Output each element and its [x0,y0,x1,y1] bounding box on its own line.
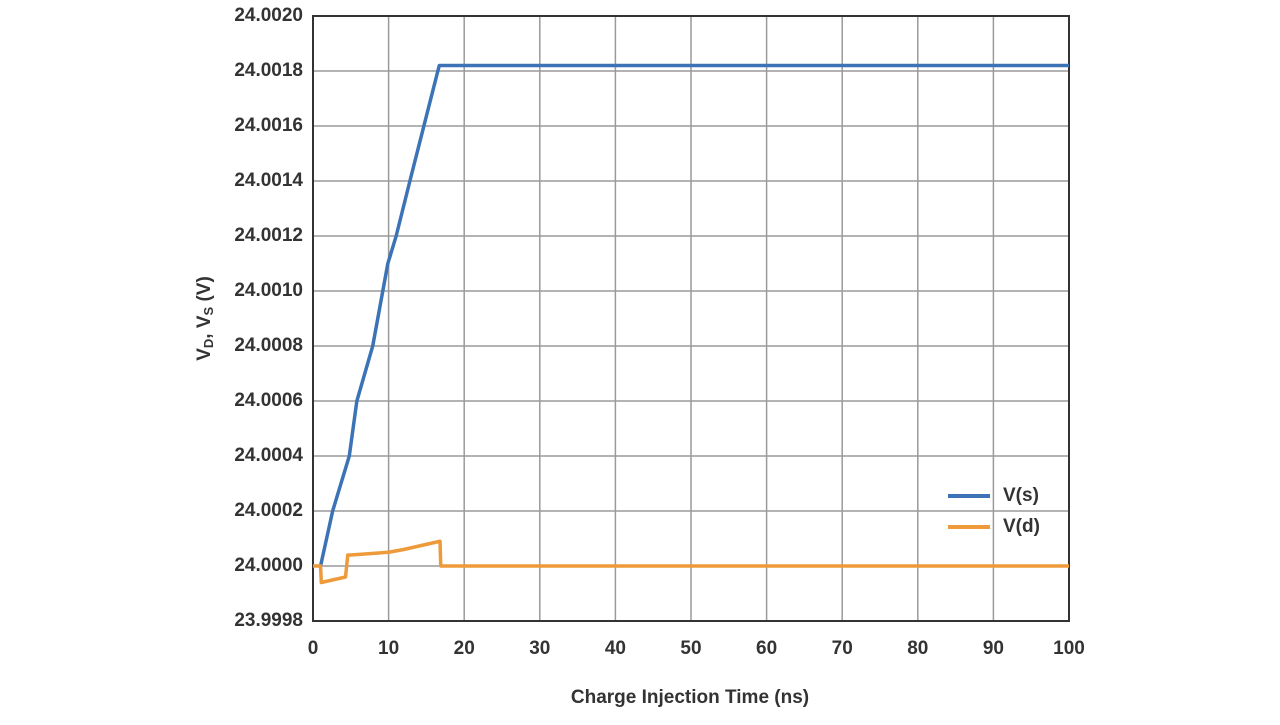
y-tick-label: 24.0018 [234,60,303,81]
x-tick-label: 80 [907,638,928,659]
y-tick-label: 24.0020 [234,5,303,26]
x-tick-label: 90 [983,638,1004,659]
legend-label: V(s) [1003,485,1039,506]
y-tick-label: 24.0006 [234,390,303,411]
legend-label: V(d) [1003,516,1040,537]
series-line [318,63,1069,567]
y-tick-label: 24.0014 [234,170,303,191]
y-tick-label: 23.9998 [234,610,303,631]
y-tick-label: 24.0010 [234,280,303,301]
y-axis-label: VD, VS (V) [194,276,216,361]
x-tick-label: 20 [454,638,475,659]
y-axis-label-part: (V) [194,276,215,307]
y-tick-label: 24.0004 [234,445,303,466]
x-tick-label: 70 [832,638,853,659]
y-axis-label-part: S [201,306,216,315]
y-tick-label: 24.0012 [234,225,303,246]
x-tick-label: 40 [605,638,626,659]
plot-border [312,15,1070,622]
y-axis-label-part: , V [194,315,215,339]
y-axis-label-part: V [194,348,215,361]
y-tick-label: 24.0008 [234,335,303,356]
x-tick-label: 0 [308,638,319,659]
y-tick-label: 24.0002 [234,500,303,521]
series-line [313,539,1069,585]
x-tick-label: 60 [756,638,777,659]
y-axis-label-part: D [201,339,216,348]
x-tick-label: 10 [378,638,399,659]
x-tick-label: 30 [529,638,550,659]
y-tick-label: 24.0000 [234,555,303,576]
y-tick-label: 24.0016 [234,115,303,136]
x-tick-label: 50 [680,638,701,659]
x-tick-label: 100 [1053,638,1085,659]
x-axis-label: Charge Injection Time (ns) [571,687,809,708]
